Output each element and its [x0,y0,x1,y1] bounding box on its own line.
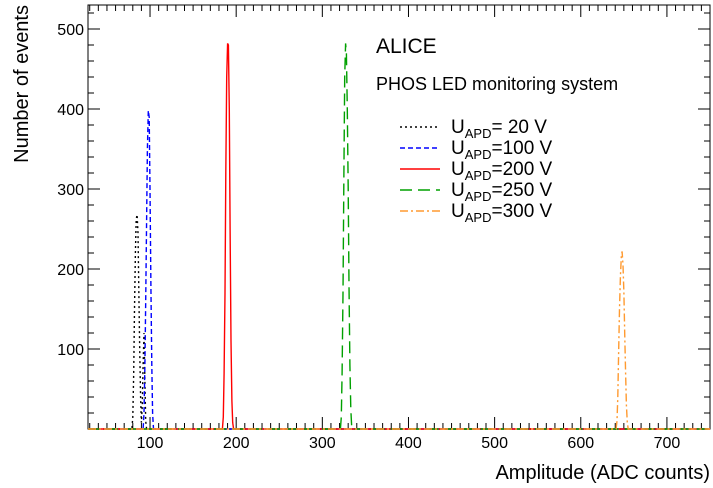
legend-label: UAPD=100 V [451,138,553,162]
legend-label: UAPD=200 V [451,159,553,183]
plot-frame [87,4,711,430]
x-tick-label: 300 [309,435,336,452]
legend-label: UAPD= 20 V [451,117,547,141]
series-line-2 [88,110,710,430]
x-tick-label: 500 [481,435,508,452]
series-line-3 [88,43,710,430]
x-tick-label: 600 [567,435,594,452]
x-tick-label: 200 [223,435,250,452]
annotation-experiment: ALICE [376,35,437,58]
x-tick-label: 700 [654,435,681,452]
y-tick-label: 400 [57,102,84,119]
y-tick-label: 100 [57,342,84,359]
x-axis-title: Amplitude (ADC counts) [495,462,710,484]
annotation-system: PHOS LED monitoring system [376,74,618,94]
series-line-1 [88,214,710,430]
y-tick-label: 500 [57,22,84,39]
series-line-5 [88,251,710,430]
axis-ticks: 100 200 300 400 500 600 700 100 200 300 400 500 [57,5,711,452]
legend-label: UAPD=250 V [451,180,553,204]
x-tick-label: 400 [395,435,422,452]
series-line-4 [88,43,710,430]
data-series [88,43,710,430]
y-tick-label: 200 [57,262,84,279]
legend-label: UAPD=300 V [451,201,553,225]
y-tick-label: 300 [57,182,84,199]
x-tick-label: 100 [137,435,164,452]
y-axis-title: Number of events [11,5,33,163]
